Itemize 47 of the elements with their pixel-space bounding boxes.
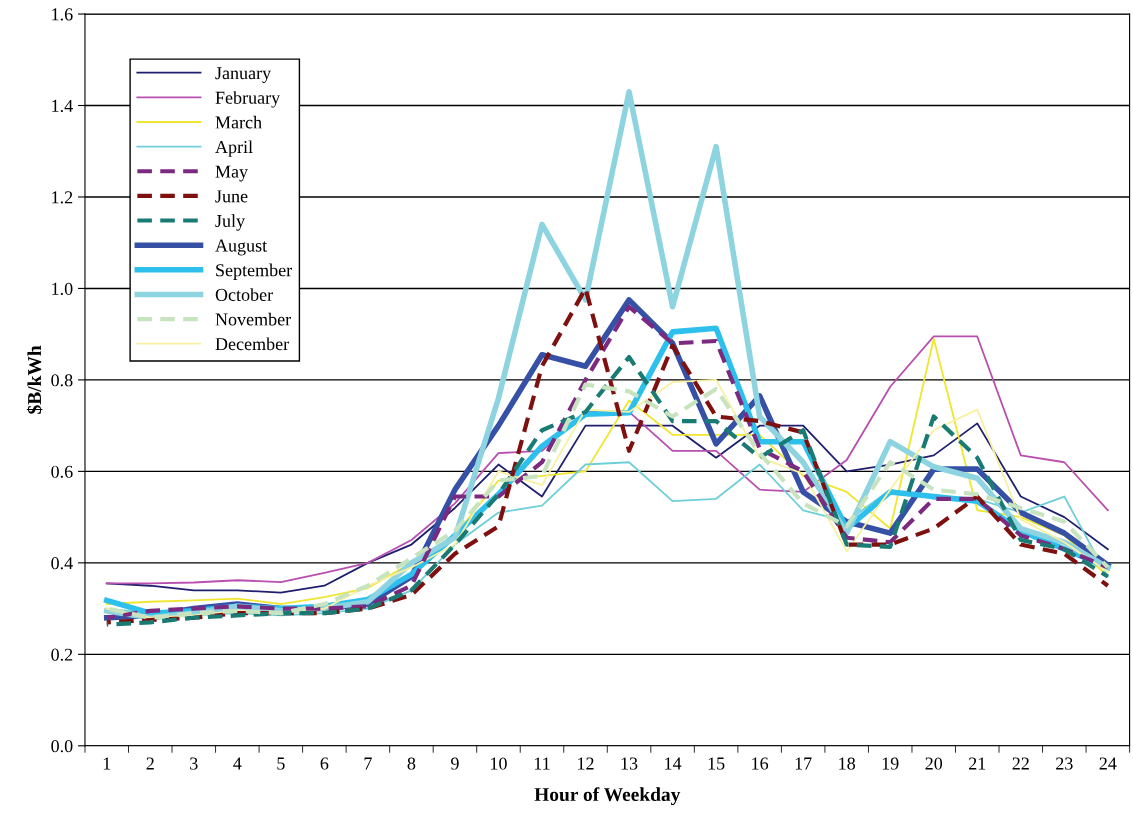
y-tick-label: 1.0 <box>52 282 73 295</box>
y-tick-label: 0.8 <box>51 374 73 387</box>
legend-label: March <box>215 115 262 129</box>
legend-label: September <box>216 263 293 280</box>
legend-label: August <box>215 239 268 256</box>
x-tick-label: 16 <box>752 757 769 770</box>
legend-label: December <box>215 337 289 351</box>
legend-label: January <box>215 67 272 83</box>
x-tick-label: 15 <box>708 757 725 770</box>
x-tick-label: 11 <box>534 757 550 770</box>
x-axis-title: Hour of Weekday <box>534 787 681 806</box>
legend-label: May <box>215 165 248 182</box>
legend-label: February <box>215 91 281 108</box>
y-tick-label: 0.6 <box>51 465 73 478</box>
x-tick-label: 12 <box>578 757 594 770</box>
y-tick-label: 0.0 <box>51 740 73 753</box>
x-tick-label: 1 <box>103 757 111 770</box>
x-tick-label: 18 <box>839 757 856 770</box>
x-tick-label: 9 <box>451 757 459 770</box>
x-tick-label: 10 <box>491 757 507 770</box>
x-tick-label: 6 <box>320 757 329 770</box>
legend-label: July <box>215 214 245 231</box>
y-tick-label: 1.2 <box>52 191 73 204</box>
y-tick-label: 1.4 <box>52 99 73 113</box>
x-tick-label: 5 <box>277 757 285 770</box>
x-tick-label: 20 <box>925 757 943 770</box>
x-tick-label: 8 <box>407 757 416 770</box>
x-tick-label: 7 <box>364 757 372 770</box>
x-tick-label: 23 <box>1056 757 1073 770</box>
y-axis-title: $B/kWh <box>26 345 43 414</box>
x-tick-label: 24 <box>1099 757 1117 770</box>
x-tick-label: 22 <box>1012 757 1029 770</box>
legend-label: June <box>215 190 248 203</box>
x-tick-label: 14 <box>665 757 682 770</box>
x-tick-label: 3 <box>190 757 198 770</box>
x-tick-label: 13 <box>621 757 638 770</box>
y-tick-label: 1.6 <box>52 8 73 21</box>
y-tick-label: 0.4 <box>51 557 73 570</box>
y-tick-label: 0.2 <box>51 648 73 661</box>
legend-label: April <box>215 140 253 157</box>
x-tick-label: 17 <box>795 757 812 770</box>
legend-label: November <box>215 312 292 326</box>
x-tick-label: 21 <box>969 757 986 770</box>
x-tick-label: 2 <box>146 757 154 770</box>
legend-label: October <box>215 288 273 301</box>
x-tick-label: 19 <box>882 757 899 770</box>
x-tick-label: 4 <box>233 757 242 770</box>
